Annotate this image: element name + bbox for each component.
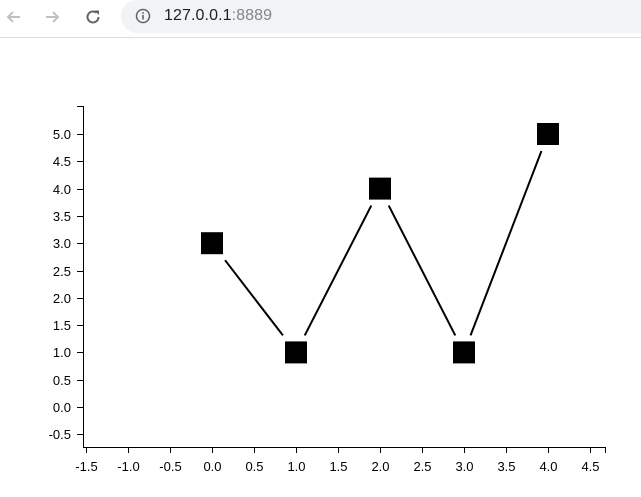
x-tick-label: 4.5 — [581, 459, 599, 474]
data-point-marker — [453, 341, 475, 364]
x-tick-label: 2.5 — [413, 459, 431, 474]
y-tick-label: 1.5 — [53, 318, 71, 333]
url-host: 127.0.0.1 — [164, 7, 232, 24]
x-tick-label: 1.0 — [287, 459, 305, 474]
x-axis: -1.5 -1.0 -0.5 0.0 0.5 1.0 1.5 2.0 2.5 3.0 3.5 4.0 4… — [75, 447, 606, 474]
x-tick-label: 0.5 — [245, 459, 263, 474]
series-line-segment — [387, 205, 457, 336]
x-tick-label: 1.5 — [329, 459, 347, 474]
series-line-segment — [224, 259, 284, 337]
y-tick-label: 3.5 — [53, 209, 71, 224]
y-tick-label: 2.0 — [53, 291, 71, 306]
x-tick-label: 3.5 — [497, 459, 515, 474]
series-line-segment — [469, 150, 543, 336]
reload-icon — [86, 10, 100, 24]
url-port: :8889 — [231, 7, 273, 24]
y-tick-label: 0.5 — [53, 373, 71, 388]
data-point-marker — [537, 123, 559, 145]
reload-button[interactable] — [79, 4, 107, 30]
x-tick-label: -1.0 — [117, 459, 139, 474]
chart-area: -0.5 0.0 0.5 1.0 1.5 2.0 2.5 3.0 3.5 4.0 4.5 5.0 -1… — [0, 39, 641, 492]
y-tick-label: 3.0 — [53, 236, 71, 251]
x-tick-label: 3.0 — [455, 459, 473, 474]
url-text[interactable]: 127.0.0.1:8889 — [164, 6, 272, 26]
line-chart: -0.5 0.0 0.5 1.0 1.5 2.0 2.5 3.0 3.5 4.0 4.5 5.0 -1… — [49, 106, 606, 474]
back-button[interactable] — [0, 4, 28, 30]
y-tick-label: 4.0 — [53, 182, 71, 197]
y-tick-label: -0.5 — [49, 427, 71, 442]
address-bar[interactable]: 127.0.0.1:8889 — [121, 0, 641, 33]
y-tick-label: 0.0 — [53, 400, 71, 415]
x-tick-label: -0.5 — [159, 459, 181, 474]
series-lines — [224, 150, 543, 337]
forward-button[interactable] — [38, 4, 66, 30]
y-tick-label: 2.5 — [53, 264, 71, 279]
y-tick-label: 1.0 — [53, 345, 71, 360]
series-markers — [201, 123, 559, 364]
series-line-segment — [303, 205, 373, 336]
info-icon[interactable] — [135, 8, 151, 24]
arrow-left-icon — [6, 11, 20, 23]
y-axis: -0.5 0.0 0.5 1.0 1.5 2.0 2.5 3.0 3.5 4.0 4.5 5.0 — [49, 106, 84, 447]
y-tick-label: 5.0 — [53, 127, 71, 142]
x-tick-label: 4.0 — [539, 459, 557, 474]
data-point-marker — [369, 177, 391, 200]
data-point-marker — [201, 232, 223, 255]
x-tick-label: 2.0 — [371, 459, 389, 474]
x-tick-label: -1.5 — [75, 459, 97, 474]
browser-toolbar: 127.0.0.1:8889 — [0, 0, 641, 38]
arrow-right-icon — [46, 11, 60, 23]
data-point-marker — [285, 341, 307, 364]
x-tick-label: 0.0 — [203, 459, 221, 474]
y-tick-label: 4.5 — [53, 154, 71, 169]
